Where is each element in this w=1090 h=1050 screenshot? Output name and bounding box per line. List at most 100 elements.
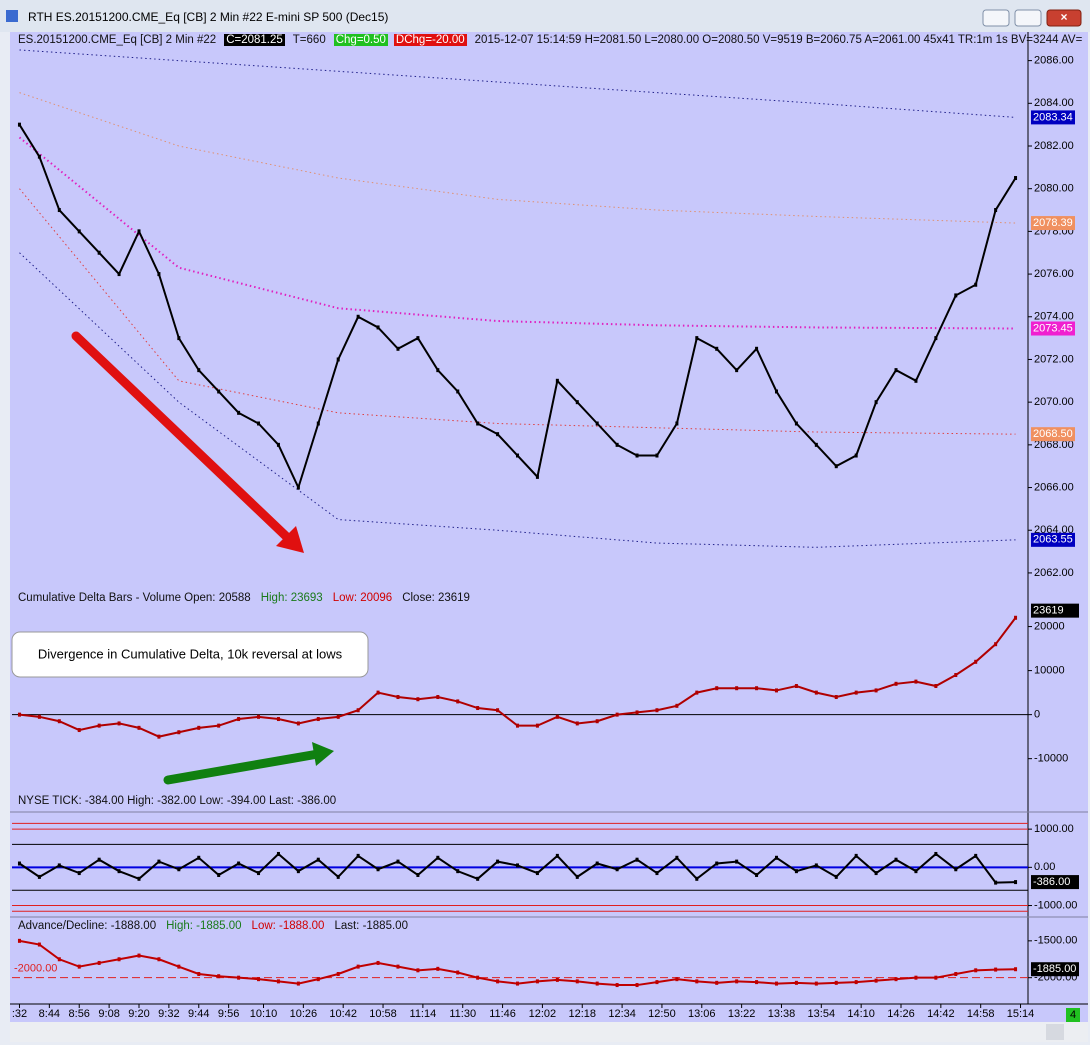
y-tick-label: 2074.00 (1034, 311, 1074, 323)
bar-mark (476, 876, 480, 881)
bar-mark (595, 981, 599, 986)
annotation-text: Divergence in Cumulative Delta, 10k reve… (38, 646, 343, 661)
bar-mark (97, 857, 101, 862)
bar-mark (575, 721, 579, 726)
bar-mark (814, 981, 818, 986)
bar-mark (555, 714, 559, 719)
bar-mark (37, 942, 41, 947)
scroll-right-button[interactable] (1046, 1024, 1064, 1040)
bar-mark (675, 703, 679, 708)
bar-mark (197, 855, 201, 860)
bar-mark (595, 421, 599, 426)
bar-mark (296, 981, 300, 986)
header-field: NYSE TICK: -384.00 High: -382.00 Low: -3… (18, 795, 337, 807)
red-arrow (71, 331, 304, 553)
bar-mark (695, 979, 699, 984)
bar-mark (137, 876, 141, 881)
restore-button[interactable] (1014, 9, 1042, 27)
x-tick-label: 10:10 (250, 1008, 278, 1020)
bar-mark (97, 723, 101, 728)
bar-mark (276, 851, 280, 856)
bar-mark (914, 679, 918, 684)
bar-mark (774, 855, 778, 860)
bar-mark (1014, 615, 1018, 620)
bar-mark (814, 863, 818, 868)
band-line (19, 252, 1016, 548)
band-line (19, 188, 1016, 435)
bar-mark (575, 400, 579, 405)
x-tick-label: 9:20 (128, 1008, 149, 1020)
bar-mark (854, 853, 858, 858)
bar-mark (237, 410, 241, 415)
annotation-box (11, 631, 369, 678)
bar-mark (735, 979, 739, 984)
arrow-head (276, 526, 304, 553)
bar-mark (117, 721, 121, 726)
y-tick-label: 2062.00 (1034, 567, 1074, 579)
bar-mark (894, 977, 898, 982)
bar-mark (17, 122, 21, 127)
bar-mark (476, 706, 480, 711)
y-tick-label: 10000 (1034, 665, 1065, 677)
bar-mark (516, 863, 520, 868)
bar-mark (914, 869, 918, 874)
price-marker-label: 2078.39 (1033, 217, 1073, 229)
bar-mark (974, 282, 978, 287)
bar-mark (994, 208, 998, 213)
scrollbar[interactable] (10, 1022, 1088, 1042)
y-tick-label: 0.00 (1034, 861, 1055, 873)
bar-mark (336, 972, 340, 976)
x-tick-label: 15:14 (1007, 1008, 1035, 1020)
title-bar (0, 0, 1090, 32)
x-tick-label: 12:50 (648, 1008, 676, 1020)
bar-mark (755, 872, 759, 877)
bar-mark (476, 975, 480, 980)
bar-mark (396, 346, 400, 351)
x-tick-label: 13:22 (728, 1008, 756, 1020)
x-tick-label: 14:42 (927, 1008, 955, 1020)
minimize-button[interactable] (982, 9, 1010, 27)
header-field: T=660 (292, 34, 326, 46)
bar-mark (257, 421, 261, 426)
bar-mark (635, 710, 639, 715)
x-tick-label: 11:14 (410, 1008, 437, 1020)
bar-mark (755, 980, 759, 985)
bar-mark (157, 957, 161, 962)
bar-mark (774, 981, 778, 986)
bar-mark (376, 690, 380, 695)
price-marker-label: 2068.50 (1033, 428, 1073, 440)
x-tick-label: 8:56 (69, 1008, 90, 1020)
bar-mark (874, 978, 878, 983)
bar-mark (774, 688, 778, 693)
y-tick-label: 2080.00 (1034, 183, 1074, 195)
bar-mark (535, 871, 539, 876)
bar-mark (436, 966, 440, 971)
bar-mark (675, 421, 679, 426)
arrow-shaft (71, 331, 295, 545)
bar-mark (316, 977, 320, 982)
header-field: High: 23693 (260, 592, 323, 604)
chart-area (10, 32, 1088, 1022)
panel-header: ES.20151200.CME_Eq [CB] 2 Min #22 C=2081.… (16, 34, 1084, 46)
last-value-box (1031, 875, 1079, 890)
bar-mark (974, 853, 978, 858)
close-button[interactable] (1046, 9, 1082, 27)
bar-mark (535, 723, 539, 728)
bar-mark (396, 964, 400, 969)
bar-mark (197, 368, 201, 373)
y-tick-label: 2082.00 (1034, 140, 1074, 152)
reference-label: -2000.00 (14, 963, 57, 975)
bar-mark (954, 293, 958, 298)
x-tick-label: 14:10 (847, 1008, 875, 1020)
x-tick-label: 12:02 (529, 1008, 557, 1020)
header-field: Chg=0.50 (333, 34, 388, 46)
bar-mark (336, 357, 340, 362)
bar-mark (376, 960, 380, 965)
header-field: Last: -1885.00 (334, 920, 408, 932)
header-field: Advance/Decline: -1888.00 (18, 920, 157, 932)
bar-mark (994, 880, 998, 885)
bar-mark (117, 272, 121, 277)
bar-mark (296, 721, 300, 726)
